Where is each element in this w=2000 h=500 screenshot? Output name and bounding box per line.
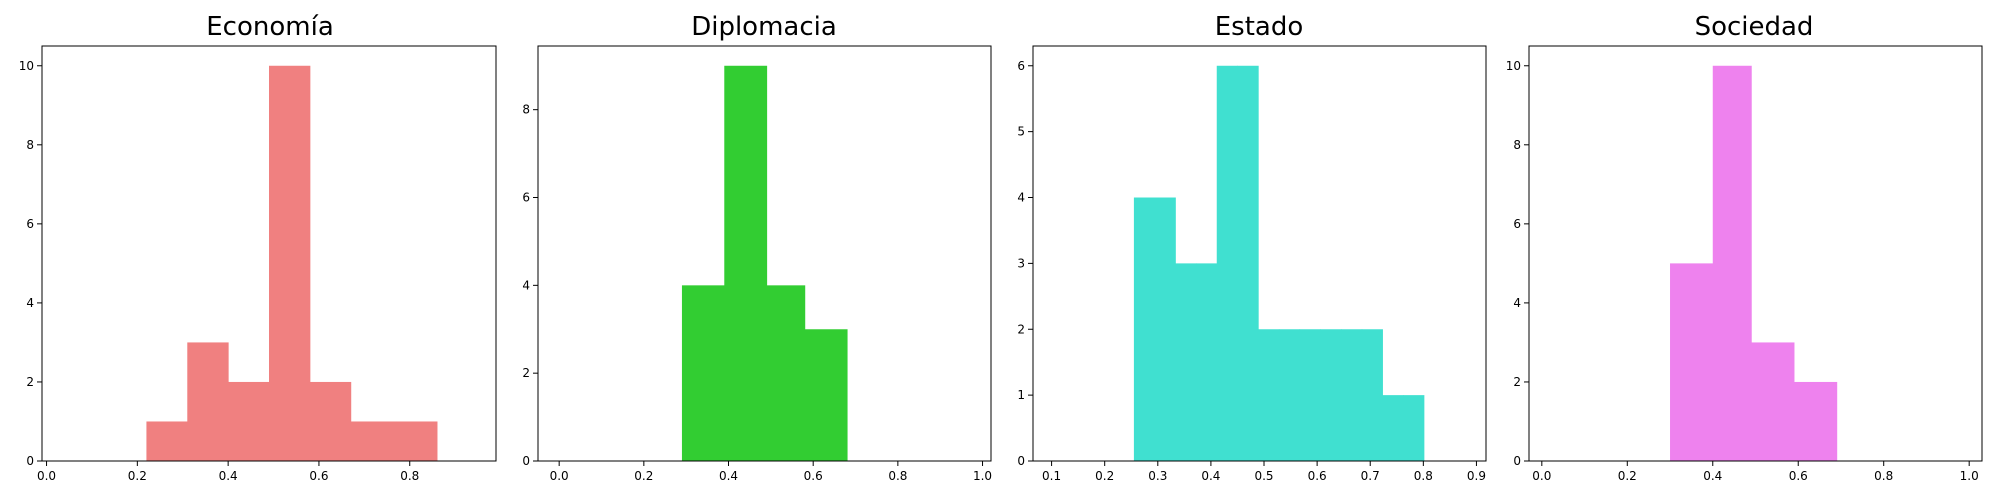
histogram-bar bbox=[1403, 395, 1425, 461]
panel-title: Estado bbox=[1215, 12, 1304, 42]
x-tick-label: 0.2 bbox=[1095, 469, 1114, 483]
x-tick-label: 0.1 bbox=[1042, 469, 1061, 483]
y-tick-label: 4 bbox=[26, 296, 34, 310]
histogram-bar bbox=[804, 329, 848, 461]
x-tick-label: 0.7 bbox=[1361, 469, 1380, 483]
x-tick-label: 0.4 bbox=[719, 469, 738, 483]
histogram-bar bbox=[681, 285, 725, 461]
histogram-bar bbox=[1793, 381, 1838, 461]
x-tick-label: 1.0 bbox=[973, 469, 992, 483]
histogram-bar bbox=[1712, 65, 1752, 461]
histogram-bar bbox=[1299, 329, 1321, 461]
y-tick-label: 8 bbox=[522, 103, 530, 117]
x-tick-label: 1.0 bbox=[1960, 469, 1979, 483]
x-tick-label: 0.6 bbox=[1789, 469, 1808, 483]
y-tick-label: 1 bbox=[1017, 388, 1025, 402]
x-tick-label: 0.4 bbox=[1201, 469, 1220, 483]
histogram-bar bbox=[1237, 65, 1259, 461]
y-tick-label: 2 bbox=[1513, 375, 1521, 389]
x-tick-label: 0.4 bbox=[219, 469, 238, 483]
histogram-bar bbox=[1258, 329, 1280, 461]
histogram-bar bbox=[146, 421, 188, 461]
axes-frame bbox=[41, 45, 497, 462]
histogram-bar bbox=[1361, 329, 1383, 461]
histogram-bar bbox=[309, 381, 352, 461]
histogram-bar bbox=[1751, 342, 1795, 461]
x-tick-label: 0.0 bbox=[1532, 469, 1551, 483]
x-tick-label: 0.6 bbox=[309, 469, 328, 483]
y-tick-label: 6 bbox=[1017, 59, 1025, 73]
histogram-bar bbox=[1382, 395, 1404, 461]
axes-frame bbox=[1528, 45, 1983, 462]
histogram-bar bbox=[1341, 329, 1363, 461]
panel-estado: Estado 0.1 0.2 0.3 0.4 0.5 0.6 0.7 0.8 0.9 0 1 2 3 4 5… bbox=[1017, 12, 1487, 483]
y-tick-label: 6 bbox=[522, 191, 530, 205]
x-tick-label: 0.0 bbox=[37, 469, 56, 483]
x-tick-label: 0.8 bbox=[1874, 469, 1893, 483]
y-tick-label: 5 bbox=[1017, 125, 1025, 139]
histogram-bar bbox=[1175, 263, 1197, 461]
y-tick-label: 10 bbox=[1506, 59, 1521, 73]
y-tick-label: 6 bbox=[26, 217, 34, 231]
y-tick-label: 0 bbox=[522, 454, 530, 468]
x-tick-label: 0.6 bbox=[1308, 469, 1327, 483]
histogram-bar bbox=[724, 65, 768, 461]
x-tick-label: 0.8 bbox=[1414, 469, 1433, 483]
histogram-bar bbox=[228, 381, 270, 461]
histogram-bar bbox=[1670, 263, 1714, 461]
y-tick-label: 4 bbox=[522, 278, 530, 292]
y-tick-label: 0 bbox=[26, 454, 34, 468]
y-tick-label: 2 bbox=[26, 375, 34, 389]
histogram-bar bbox=[1278, 329, 1301, 461]
y-tick-label: 3 bbox=[1017, 256, 1025, 270]
y-tick-label: 6 bbox=[1513, 217, 1521, 231]
y-tick-label: 4 bbox=[1017, 191, 1025, 205]
x-tick-label: 0.5 bbox=[1254, 469, 1273, 483]
panel-diplomacia: Diplomacia 0.0 0.2 0.4 0.6 0.8 1.0 0 2 4 6 8 bbox=[522, 12, 992, 483]
x-tick-label: 0.3 bbox=[1148, 469, 1167, 483]
y-tick-label: 2 bbox=[522, 366, 530, 380]
x-tick-label: 0.2 bbox=[128, 469, 147, 483]
x-tick-label: 0.6 bbox=[804, 469, 823, 483]
histogram-bar bbox=[187, 342, 229, 461]
x-tick-label: 0.8 bbox=[400, 469, 419, 483]
x-tick-label: 0.8 bbox=[888, 469, 907, 483]
y-tick-label: 4 bbox=[1513, 296, 1521, 310]
x-tick-label: 0.0 bbox=[550, 469, 569, 483]
x-tick-label: 0.4 bbox=[1703, 469, 1722, 483]
y-tick-label: 8 bbox=[1513, 138, 1521, 152]
histogram-bar bbox=[1320, 329, 1342, 461]
histogram-bar bbox=[1133, 197, 1156, 461]
x-tick-label: 0.2 bbox=[634, 469, 653, 483]
axes-frame bbox=[537, 45, 992, 462]
y-tick-label: 0 bbox=[1513, 454, 1521, 468]
histogram-bar bbox=[766, 285, 806, 461]
y-tick-label: 8 bbox=[26, 138, 34, 152]
panel-title: Economía bbox=[206, 12, 334, 42]
y-tick-label: 10 bbox=[19, 59, 34, 73]
panel-title: Sociedad bbox=[1695, 12, 1814, 42]
histogram-bar bbox=[350, 421, 397, 461]
histogram-bar bbox=[269, 65, 311, 461]
y-tick-label: 2 bbox=[1017, 322, 1025, 336]
histogram-bar bbox=[1196, 263, 1218, 461]
histogram-bar bbox=[396, 421, 438, 461]
panel-sociedad: Sociedad 0.0 0.2 0.4 0.6 0.8 1.0 0 2 4 6 8 10 bbox=[1506, 12, 1983, 483]
panel-economia: Economía 0.0 0.2 0.4 0.6 0.8 0 2 4 6 8 10 bbox=[19, 12, 497, 483]
x-tick-label: 0.9 bbox=[1467, 469, 1486, 483]
x-tick-label: 0.2 bbox=[1618, 469, 1637, 483]
histogram-bar bbox=[1154, 197, 1176, 461]
y-tick-label: 0 bbox=[1017, 454, 1025, 468]
panel-title: Diplomacia bbox=[691, 12, 837, 42]
histogram-bar bbox=[1216, 65, 1238, 461]
axes-frame bbox=[1032, 45, 1487, 462]
